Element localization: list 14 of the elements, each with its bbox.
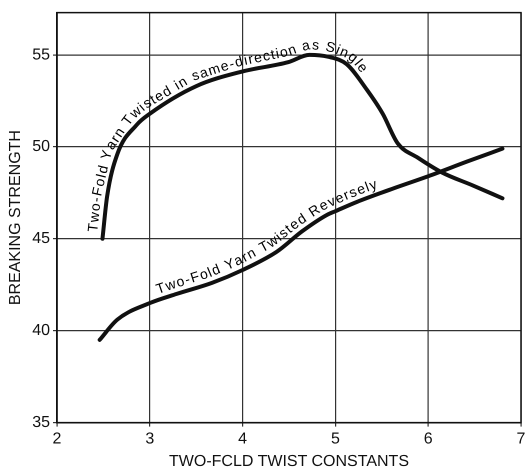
y-tick-label: 55 [32,46,50,64]
x-tick-label: 7 [516,430,526,448]
y-tick-label: 50 [32,138,50,156]
text: Two-Fold Yarn Twisted Reversely [154,176,379,297]
x-axis-title: TWO-FCLD TWIST CONSTANTS [169,452,409,470]
x-tick-label: 4 [238,430,248,448]
x-tick-label: 2 [52,430,62,448]
x-tick-label: 3 [145,430,154,448]
y-tick-label: 35 [32,414,50,432]
y-tick-label: 40 [32,322,50,340]
y-axis-title: BREAKING STRENGTH [7,130,24,306]
x-tick-label: 5 [330,430,340,448]
x-tick-label: 6 [424,430,433,448]
y-tick-label: 45 [32,230,50,248]
